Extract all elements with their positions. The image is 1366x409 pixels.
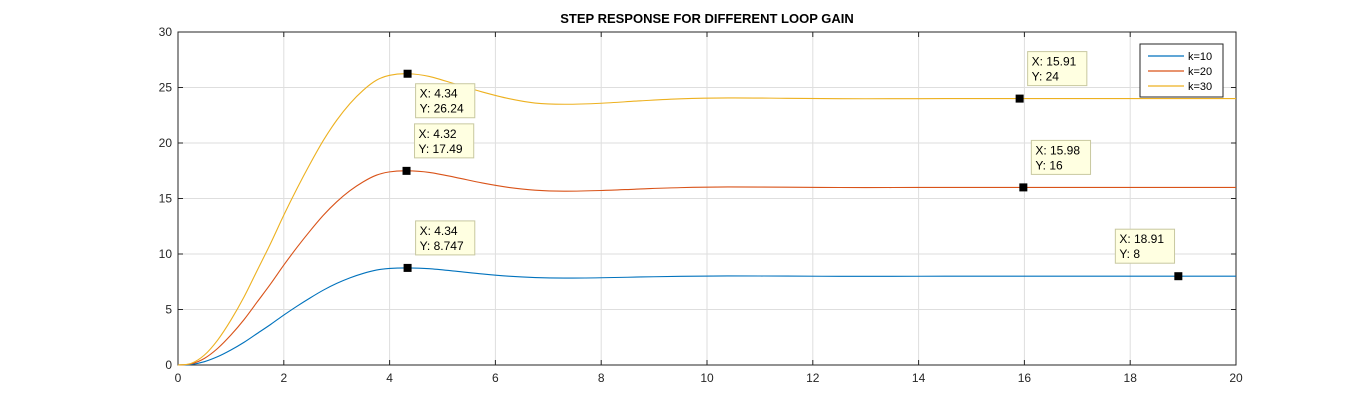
datatip[interactable]: X: 4.34Y: 26.24 bbox=[415, 83, 476, 119]
legend-label-3: k=30 bbox=[1188, 81, 1212, 93]
legend[interactable]: k=10 k=20 k=30 bbox=[1139, 43, 1224, 98]
datatip-x-text: X: 15.98 bbox=[1035, 143, 1080, 157]
datatip-box bbox=[1027, 51, 1088, 87]
chart-title: STEP RESPONSE FOR DIFFERENT LOOP GAIN bbox=[560, 11, 854, 26]
series-line-1 bbox=[177, 267, 1236, 366]
x-tick-label: 2 bbox=[280, 371, 287, 385]
axes-layer: 0 2 4 6 8 10 12 14 16 18 20 0 5 10 15 20 25 30 bbox=[159, 25, 1243, 385]
datatip[interactable]: X: 18.91Y: 8 bbox=[1114, 228, 1176, 264]
y-tick-label: 30 bbox=[159, 25, 173, 39]
y-tick-label: 25 bbox=[159, 81, 173, 95]
datatip-marker[interactable] bbox=[403, 69, 412, 78]
datatip-marker[interactable] bbox=[1019, 183, 1028, 192]
datatip[interactable]: X: 15.98Y: 16 bbox=[1030, 139, 1092, 175]
y-tick-label: 20 bbox=[159, 136, 173, 150]
x-tick-label: 8 bbox=[598, 371, 605, 385]
x-tick-label: 4 bbox=[386, 371, 393, 385]
y-tick-label: 0 bbox=[165, 358, 172, 372]
datatip-y-text: Y: 24 bbox=[1032, 70, 1060, 84]
datatip[interactable]: X: 4.32Y: 17.49 bbox=[414, 123, 475, 159]
datatip-x-text: X: 18.91 bbox=[1119, 232, 1164, 246]
y-tick-label: 5 bbox=[165, 303, 172, 317]
datatip-marker[interactable] bbox=[1174, 272, 1183, 281]
datatip-y-text: Y: 8.747 bbox=[420, 239, 464, 253]
datatip-layer: X: 4.34Y: 26.24X: 15.91Y: 24X: 4.32Y: 17… bbox=[414, 51, 1176, 264]
datatip-x-text: X: 4.34 bbox=[420, 87, 458, 101]
datatip-box bbox=[414, 123, 475, 159]
y-tick-label: 15 bbox=[159, 192, 173, 206]
datatip-marker[interactable] bbox=[403, 263, 412, 272]
marker-layer bbox=[402, 69, 1183, 281]
y-tick-label: 10 bbox=[159, 247, 173, 261]
series-line-2 bbox=[177, 170, 1236, 366]
datatip-y-text: Y: 17.49 bbox=[419, 142, 463, 156]
datatip-x-text: X: 4.32 bbox=[419, 127, 457, 141]
datatip-x-text: X: 4.34 bbox=[420, 224, 458, 238]
legend-label-1: k=10 bbox=[1188, 51, 1212, 63]
x-tick-label: 0 bbox=[175, 371, 182, 385]
x-tick-label: 16 bbox=[1018, 371, 1032, 385]
grid-layer bbox=[178, 32, 1236, 365]
datatip[interactable]: X: 4.34Y: 8.747 bbox=[415, 220, 476, 256]
datatip-y-text: Y: 8 bbox=[1119, 247, 1140, 261]
series-layer bbox=[177, 73, 1236, 366]
datatip-x-text: X: 15.91 bbox=[1032, 55, 1077, 69]
datatip[interactable]: X: 15.91Y: 24 bbox=[1027, 51, 1088, 87]
datatip-y-text: Y: 26.24 bbox=[420, 102, 464, 116]
datatip-y-text: Y: 16 bbox=[1035, 158, 1063, 172]
x-tick-label: 6 bbox=[492, 371, 499, 385]
datatip-box bbox=[415, 220, 476, 256]
x-tick-label: 14 bbox=[912, 371, 926, 385]
x-tick-label: 10 bbox=[700, 371, 714, 385]
datatip-box bbox=[1114, 228, 1176, 264]
datatip-box bbox=[1030, 139, 1092, 175]
datatip-box bbox=[415, 83, 476, 119]
series-line-3 bbox=[177, 73, 1236, 366]
x-tick-label: 12 bbox=[806, 371, 820, 385]
datatip-marker[interactable] bbox=[1015, 94, 1024, 103]
x-tick-label: 18 bbox=[1124, 371, 1138, 385]
x-tick-label: 20 bbox=[1229, 371, 1243, 385]
legend-label-2: k=20 bbox=[1188, 66, 1212, 78]
datatip-marker[interactable] bbox=[402, 166, 411, 175]
